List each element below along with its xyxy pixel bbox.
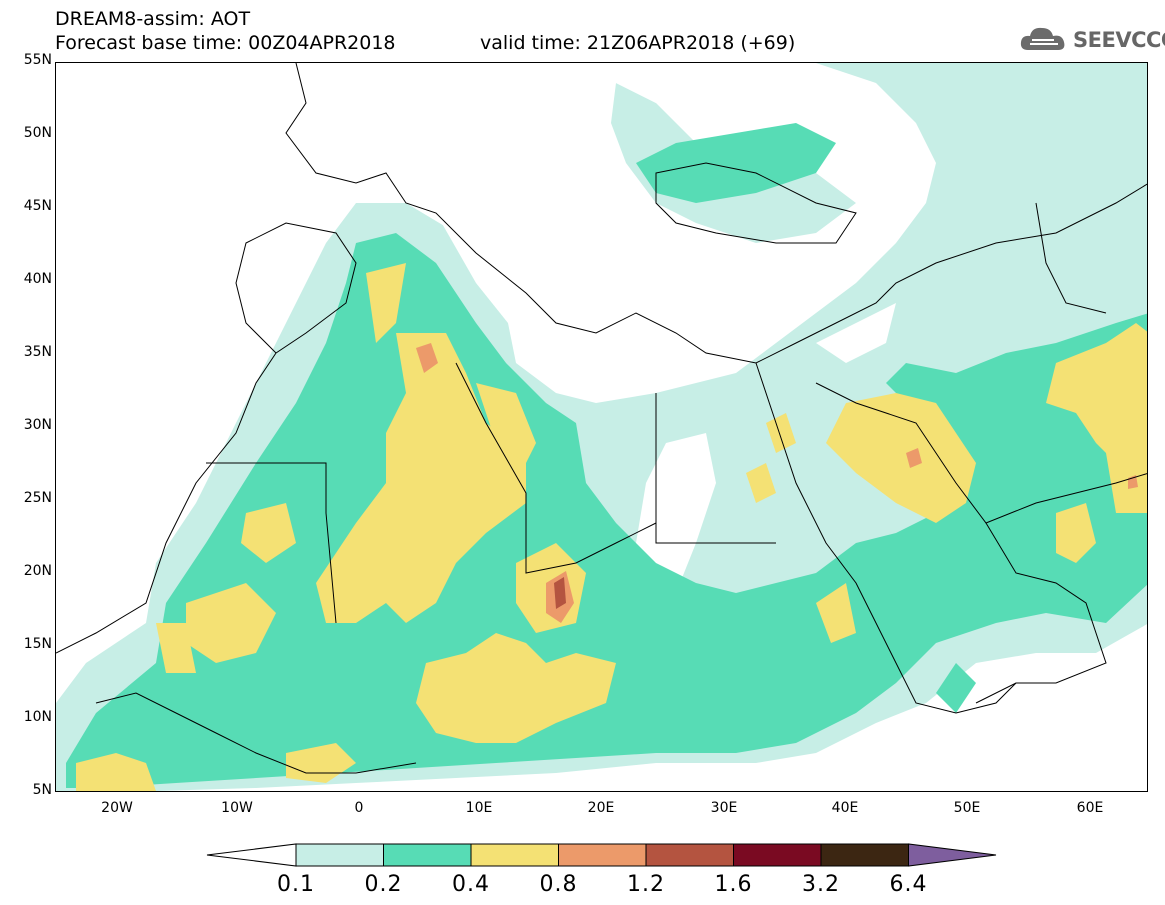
colorbar-swatch <box>820 843 909 867</box>
colorbar-label: 0.4 <box>452 872 490 897</box>
aot-level-below-0-1 <box>341 63 1147 791</box>
colorbar-label: 0.2 <box>364 872 403 897</box>
lon-tick: 60E <box>1076 800 1104 816</box>
lon-tick: 30E <box>710 800 738 816</box>
colorbar-swatch <box>383 843 472 867</box>
colorbar-label: 6.4 <box>889 872 928 897</box>
colorbar-swatch <box>733 843 822 867</box>
lon-tick: 40E <box>831 800 859 816</box>
logo-text: SEEVCCC <box>1073 28 1165 52</box>
cloud-icon <box>1020 27 1065 50</box>
colorbar-swatch <box>645 843 734 867</box>
lat-tick: 25N <box>23 490 52 506</box>
lon-tick: 20W <box>101 800 133 816</box>
seevccc-logo: SEEVCCC <box>1018 22 1165 56</box>
forecast-base-time: Forecast base time: 00Z04APR2018 <box>55 32 396 54</box>
aot-level-0-2 <box>66 123 1147 788</box>
lon-tick: 0 <box>354 800 364 816</box>
coastlines <box>56 63 1147 774</box>
lon-tick: 10W <box>221 800 253 816</box>
lon-tick: 50E <box>953 800 981 816</box>
lon-tick: 10E <box>465 800 493 816</box>
aot-level-1-2 <box>554 577 566 609</box>
colorbar <box>206 843 997 867</box>
lat-tick: 50N <box>23 125 52 141</box>
lat-tick: 45N <box>23 198 52 214</box>
colorbar-swatch <box>295 843 384 867</box>
lat-tick: 15N <box>23 636 52 652</box>
aot-level-0-8 <box>416 343 1138 623</box>
colorbar-label: 0.1 <box>277 872 315 897</box>
colorbar-label: 1.2 <box>627 872 665 897</box>
lat-tick: 20N <box>23 563 52 579</box>
lat-tick: 30N <box>23 417 52 433</box>
lat-tick: 55N <box>23 52 52 68</box>
lon-tick: 20E <box>587 800 615 816</box>
aot-map <box>55 62 1148 792</box>
lat-tick: 40N <box>23 271 52 287</box>
colorbar-above-arrow <box>908 843 997 867</box>
valid-time: valid time: 21Z06APR2018 (+69) <box>480 32 796 54</box>
colorbar-swatch <box>558 843 647 867</box>
colorbar-below-arrow <box>206 843 297 867</box>
lat-tick: 10N <box>23 709 52 725</box>
colorbar-label: 3.2 <box>802 872 840 897</box>
map-title: DREAM8-assim: AOT <box>55 8 251 30</box>
aot-level-0-4 <box>76 263 1147 791</box>
lat-tick: 35N <box>23 344 52 360</box>
colorbar-swatch <box>470 843 559 867</box>
colorbar-label: 1.6 <box>714 872 753 897</box>
colorbar-label: 0.8 <box>539 872 578 897</box>
lat-tick: 5N <box>32 782 52 798</box>
aot-field <box>56 63 1147 791</box>
